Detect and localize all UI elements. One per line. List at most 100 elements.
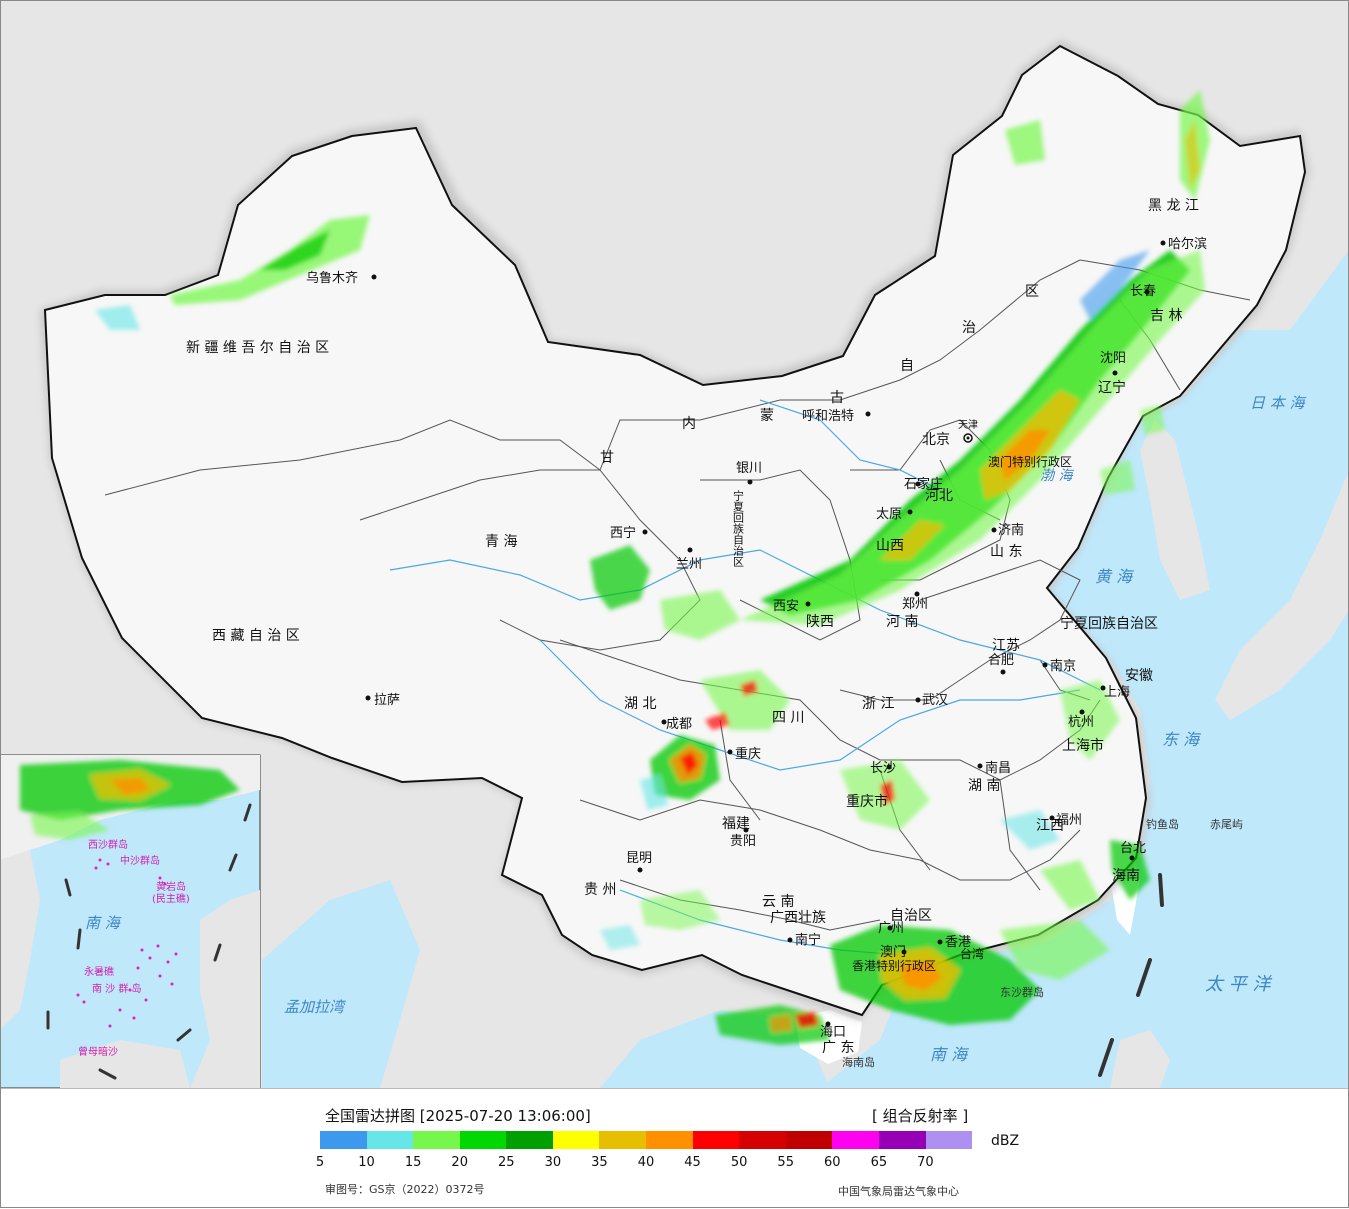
- region-shanghai: 安徽: [1125, 668, 1153, 684]
- region-henan: 河 南: [886, 614, 918, 630]
- legend-tick-70: 70: [917, 1155, 934, 1170]
- legend-swatch-1: [366, 1131, 414, 1149]
- ocean-bengal: [262, 880, 420, 1088]
- inset-vietnam: [0, 850, 40, 1030]
- city-fuzhou: 福州: [1056, 813, 1082, 828]
- region-anhui: 江苏: [992, 638, 1020, 654]
- japan: [1215, 470, 1349, 720]
- legend-tick-50: 50: [730, 1155, 748, 1170]
- legend-swatch-3: [459, 1131, 507, 1149]
- sea-labels: 日 本 海 渤 海 黄 海 东 海 南 海 太 平 洋 孟加拉湾: [284, 394, 1307, 1064]
- region-guizhou: 福建: [722, 816, 750, 832]
- inset-xisha: 西沙群岛: [88, 838, 128, 851]
- region-hubei: 浙 江: [862, 696, 894, 712]
- region-liaoning: 辽宁: [1098, 379, 1126, 396]
- region-taiwan: 海南: [1112, 868, 1140, 884]
- city-xining: 西宁: [610, 525, 636, 541]
- region-hunan: 重庆市: [846, 793, 888, 810]
- island-diaoyu: 钓鱼岛: [1146, 817, 1179, 831]
- region-ningxia-label: 宁夏回族自治区: [732, 489, 745, 567]
- legend-swatch-7: [646, 1131, 693, 1149]
- legend-swatch-10: [785, 1131, 833, 1149]
- legend-unit: dBZ: [991, 1133, 1020, 1149]
- sea-japan: 日 本 海: [1250, 394, 1307, 412]
- inset-zengmu: 曾母暗沙: [78, 1045, 118, 1058]
- city-nanchang: 南昌: [985, 760, 1011, 776]
- legend-swatch-2: [413, 1131, 460, 1149]
- city-hefei: 合肥: [988, 653, 1014, 668]
- region-shaanxi: 陕西: [806, 614, 834, 630]
- legend-product: [ 组合反射率 ]: [872, 1107, 969, 1125]
- island-chiwei: 赤尾屿: [1210, 818, 1243, 831]
- south-china-sea-inset[interactable]: 西沙群岛 中沙群岛 黄岩岛 (民主礁) 永暑礁 南 沙 群 岛 曾母暗沙 南 海: [0, 754, 261, 1089]
- legend-tick-15: 15: [404, 1155, 422, 1170]
- legend-swatch-11: [832, 1131, 879, 1149]
- city-taibei: 台北: [1120, 841, 1146, 856]
- region-labels: 新 疆 维 吾 尔 自 治 区 西 藏 自 治 区 青 海 甘 内 蒙 古 自 …: [186, 198, 1199, 1056]
- inset-labels: 西沙群岛 中沙群岛 黄岩岛 (民主礁) 永暑礁 南 沙 群 岛 曾母暗沙: [78, 838, 190, 1058]
- city-hohhot: 呼和浩特: [802, 409, 854, 424]
- region-hebei: 河北: [925, 488, 953, 504]
- region-jilin: 吉 林: [1150, 308, 1182, 324]
- region-qinghai: 青 海: [485, 534, 517, 550]
- legend-swatch-4: [506, 1131, 553, 1149]
- region-jiangsu: 宁夏回族自治区: [1060, 615, 1158, 632]
- legend-tick-40: 40: [637, 1155, 655, 1170]
- city-chongqing: 重庆: [735, 746, 761, 762]
- radar-echoes: [95, 90, 1210, 1045]
- legend-swatch-13: [925, 1131, 973, 1149]
- sea-bohai: 渤 海: [1040, 468, 1074, 484]
- region-neimenggu-4: 自: [900, 358, 914, 374]
- legend-swatch-6: [599, 1131, 647, 1149]
- city-zhengzhou: 郑州: [902, 597, 928, 612]
- city-changsha: 长沙: [870, 761, 896, 776]
- region-tianjin: 澳门特别行政区: [988, 454, 1072, 469]
- legend-tick-45: 45: [684, 1155, 701, 1170]
- legend-tick-60: 60: [824, 1155, 841, 1170]
- region-guangdong: 自治区: [890, 908, 932, 924]
- sea-bengal: 孟加拉湾: [284, 998, 347, 1016]
- sea-east: 东 海: [1162, 730, 1201, 749]
- legend-tick-10: 10: [358, 1155, 375, 1170]
- region-yunnan: 贵 州: [584, 882, 616, 898]
- sea-south: 南 海: [930, 1045, 969, 1064]
- city-shijiazhuang: 石家庄: [904, 476, 943, 492]
- inset-huangyan: 黄岩岛: [156, 880, 186, 893]
- region-shanxi: 山西: [876, 538, 904, 554]
- region-shandong: 山 东: [990, 544, 1022, 560]
- region-guangxi-2: 广西壮族: [770, 910, 826, 926]
- sea-pacific: 太 平 洋: [1205, 974, 1272, 995]
- city-guiyang: 贵阳: [730, 834, 756, 849]
- inset-nansha: 南 沙 群 岛: [92, 982, 142, 995]
- region-neimenggu-1: 内: [682, 416, 696, 432]
- korea: [1140, 420, 1210, 600]
- city-lanzhou: 兰州: [676, 557, 702, 572]
- city-changchun: 长春: [1130, 284, 1156, 299]
- radar-map[interactable]: 新 疆 维 吾 尔 自 治 区 西 藏 自 治 区 青 海 甘 内 蒙 古 自 …: [0, 0, 1349, 1089]
- city-xian: 西安: [773, 599, 799, 614]
- region-xizang: 西 藏 自 治 区: [212, 628, 300, 644]
- city-lhasa: 拉萨: [374, 693, 400, 708]
- legend-tick-55: 55: [777, 1155, 794, 1170]
- city-shenyang: 沈阳: [1100, 351, 1126, 366]
- legend-tick-20: 20: [451, 1155, 468, 1170]
- region-macau: 香港特别行政区: [852, 958, 936, 973]
- region-neimenggu-6: 区: [1025, 284, 1039, 300]
- legend-swatch-8: [692, 1131, 740, 1149]
- city-guangzhou: 广州: [878, 921, 904, 936]
- legend-swatch-0: [320, 1131, 367, 1149]
- city-jinan: 济南: [998, 522, 1024, 538]
- island-dongsha: 东沙群岛: [1000, 985, 1044, 999]
- region-heilongjiang: 黑 龙 江: [1148, 198, 1199, 214]
- inset-minzhu: (民主礁): [152, 892, 190, 905]
- legend-tick-35: 35: [591, 1155, 608, 1170]
- city-hangzhou: 杭州: [1068, 715, 1094, 730]
- inset-yongshu: 永暑礁: [84, 965, 114, 978]
- region-beijing: 天津: [958, 419, 978, 431]
- region-gansu: 甘: [600, 450, 614, 466]
- sea-yellow: 黄 海: [1095, 567, 1134, 586]
- city-chengdu: 成都: [666, 717, 692, 732]
- region-hongkong: 台湾: [960, 946, 984, 961]
- legend-swatch-12: [878, 1131, 926, 1149]
- approval-number: 审图号：GS京（2022）0372号: [325, 1183, 485, 1196]
